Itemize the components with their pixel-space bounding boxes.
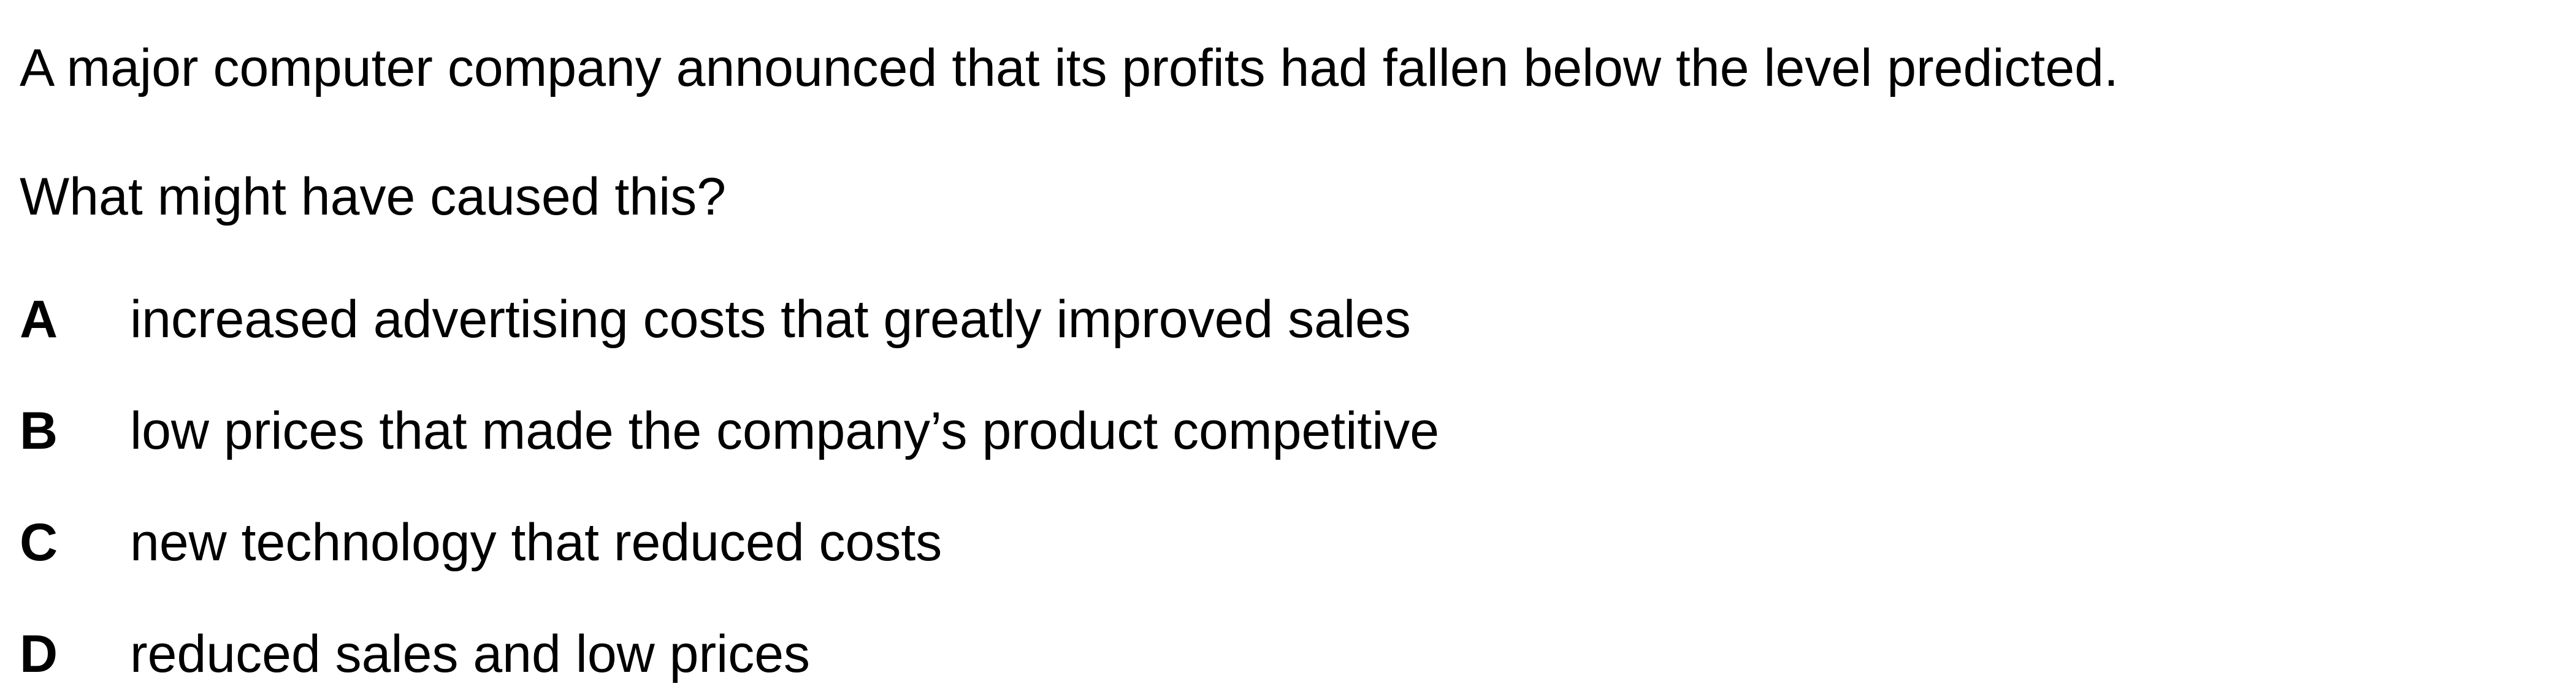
option-text: low prices that made the company’s produ…: [130, 402, 1440, 460]
option-letter: C: [20, 513, 58, 572]
question-prompt: What might have caused this?: [20, 167, 727, 226]
option-text: increased advertising costs that greatly…: [130, 290, 1411, 349]
option-text: new technology that reduced costs: [130, 513, 942, 572]
question-stem: A major computer company announced that …: [20, 39, 2119, 97]
option-text: reduced sales and low prices: [130, 625, 811, 684]
option-letter: A: [20, 290, 58, 349]
option-letter: B: [20, 402, 58, 460]
option-letter: D: [20, 625, 58, 684]
